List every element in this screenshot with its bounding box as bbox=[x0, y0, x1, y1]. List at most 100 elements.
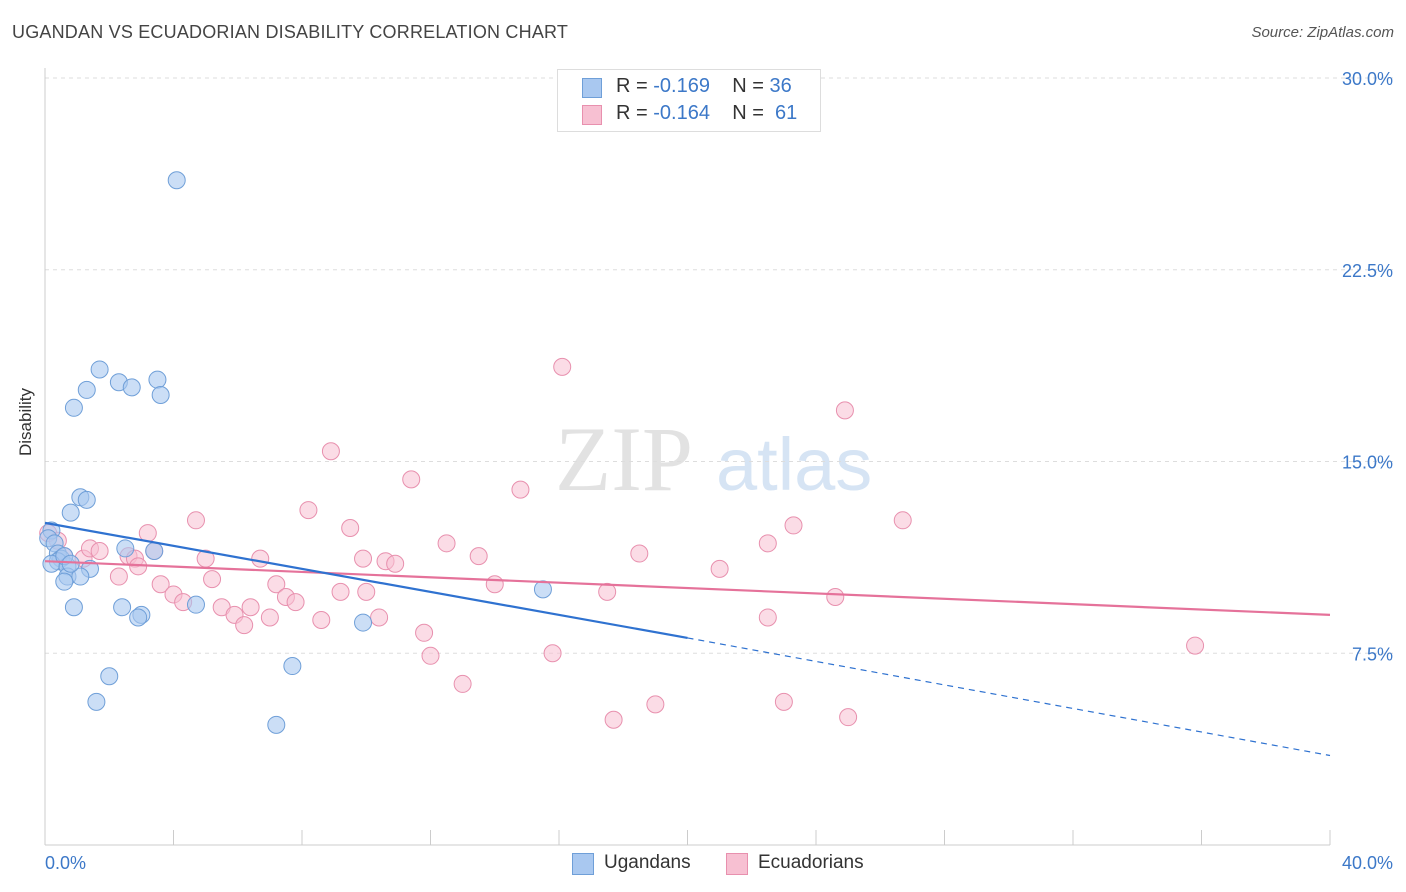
ugandans-point bbox=[151, 386, 170, 405]
ecuadorians-trend-line bbox=[44, 560, 1331, 616]
ecuadorians-point bbox=[286, 593, 305, 612]
ugandans-trend-extension bbox=[687, 637, 1331, 757]
ecuadorians-point bbox=[758, 534, 777, 553]
ecuadorians-point bbox=[151, 575, 170, 594]
ecuadorians-legend-swatch bbox=[726, 853, 748, 875]
ugandans-point bbox=[148, 370, 167, 389]
y-tick-label: 30.0% bbox=[1342, 69, 1393, 89]
ecuadorians-point bbox=[354, 549, 373, 568]
ugandans-point bbox=[354, 613, 373, 632]
ugandans-r-label: R = bbox=[616, 75, 648, 97]
ecuadorians-point bbox=[186, 511, 205, 530]
ugandans-n-label: N = bbox=[732, 75, 764, 97]
ugandans-point bbox=[122, 378, 141, 397]
ecuadorians-point bbox=[312, 611, 331, 630]
ugandans-n-value: 36 bbox=[769, 75, 792, 97]
x-tick-labels: 0.0% 40.0% bbox=[45, 853, 1393, 873]
ugandans-point bbox=[55, 572, 74, 591]
ugandans-point bbox=[90, 360, 109, 379]
ugandans-point bbox=[283, 657, 302, 676]
trend-lines bbox=[44, 521, 1331, 757]
ugandans-point bbox=[145, 541, 164, 560]
ecuadorians-point bbox=[357, 582, 376, 601]
ecuadorians-point bbox=[386, 554, 405, 573]
watermark-zip: ZIP bbox=[555, 408, 693, 510]
ecuadorians-point bbox=[646, 695, 665, 714]
ecuadorians-point bbox=[1186, 636, 1205, 655]
ugandans-point bbox=[61, 503, 80, 522]
y-tick-labels: 7.5% 15.0% 22.5% 30.0% bbox=[1342, 69, 1393, 664]
ecuadorians-point bbox=[710, 559, 729, 578]
ecuadorians-point bbox=[511, 480, 530, 499]
ecuadorians-point bbox=[235, 616, 254, 635]
x-tick-label-max: 40.0% bbox=[1342, 853, 1393, 873]
ecuadorians-legend-label: Ecuadorians bbox=[758, 852, 864, 873]
ecuadorians-point bbox=[598, 582, 617, 601]
ecuadorians-point bbox=[604, 710, 623, 729]
ugandans-r-value: -0.169 bbox=[653, 75, 710, 97]
ecuadorians-point bbox=[839, 708, 858, 727]
ecuadorians-point bbox=[109, 567, 128, 586]
axes bbox=[44, 68, 1331, 846]
ugandans-points bbox=[39, 171, 552, 734]
ecuadorians-point bbox=[370, 608, 389, 627]
ecuadorians-point bbox=[241, 598, 260, 617]
ecuadorians-r-label: R = bbox=[616, 102, 648, 124]
watermark-atlas: atlas bbox=[716, 423, 872, 506]
ecuadorians-point bbox=[630, 544, 649, 563]
chart-title: UGANDAN VS ECUADORIAN DISABILITY CORRELA… bbox=[12, 22, 569, 42]
ecuadorians-point bbox=[469, 547, 488, 566]
ecuadorians-point bbox=[553, 357, 572, 376]
ecuadorians-point bbox=[421, 646, 440, 665]
ugandans-legend-swatch bbox=[572, 853, 594, 875]
ugandans-point bbox=[71, 567, 90, 586]
y-tick-label: 15.0% bbox=[1342, 453, 1393, 473]
ecuadorians-point bbox=[485, 575, 504, 594]
ecuadorians-point bbox=[203, 570, 222, 589]
ugandans-swatch bbox=[582, 78, 602, 98]
ugandans-point bbox=[267, 715, 286, 734]
series-legend: Ugandans Ecuadorians bbox=[0, 852, 1406, 878]
x-tick-label-min: 0.0% bbox=[45, 853, 86, 873]
ugandans-point bbox=[113, 598, 132, 617]
correlation-legend: R = -0.169 N = 36 R = -0.164 N = 61 bbox=[557, 69, 821, 132]
ecuadorians-point bbox=[138, 524, 157, 543]
ecuadorians-point bbox=[543, 644, 562, 663]
ecuadorians-point bbox=[267, 575, 286, 594]
ecuadorians-point bbox=[299, 501, 318, 520]
ugandans-point bbox=[77, 490, 96, 509]
ecuadorians-point bbox=[453, 674, 472, 693]
ugandans-point bbox=[167, 171, 186, 190]
ecuadorians-point bbox=[331, 582, 350, 601]
ugandans-point bbox=[100, 667, 119, 686]
ecuadorians-point bbox=[260, 608, 279, 627]
ugandans-point bbox=[129, 608, 148, 627]
ecuadorians-point bbox=[437, 534, 456, 553]
ecuadorians-point bbox=[826, 588, 845, 607]
ecuadorians-point bbox=[784, 516, 803, 535]
ugandans-point bbox=[61, 554, 80, 573]
ecuadorians-point bbox=[402, 470, 421, 489]
ugandans-legend-label: Ugandans bbox=[604, 852, 691, 873]
ecuadorians-point bbox=[893, 511, 912, 530]
ugandans-point bbox=[87, 692, 106, 711]
ugandans-point bbox=[64, 398, 83, 417]
ecuadorians-point bbox=[90, 541, 109, 560]
ugandans-point bbox=[533, 580, 552, 599]
ecuadorians-r-value: -0.164 bbox=[653, 102, 710, 124]
ecuadorians-n-value: 61 bbox=[775, 102, 798, 124]
y-tick-label: 22.5% bbox=[1342, 261, 1393, 281]
ugandans-point bbox=[77, 380, 96, 399]
ecuadorians-point bbox=[758, 608, 777, 627]
ugandans-point bbox=[116, 539, 135, 558]
ecuadorians-point bbox=[251, 549, 270, 568]
ecuadorians-point bbox=[415, 623, 434, 642]
ecuadorians-point bbox=[321, 442, 340, 461]
ugandans-trend-line bbox=[44, 521, 688, 639]
y-tick-label: 7.5% bbox=[1352, 644, 1393, 664]
ecuadorians-point bbox=[835, 401, 854, 420]
chart-source: Source: ZipAtlas.com bbox=[1251, 24, 1394, 41]
ugandans-point bbox=[186, 595, 205, 614]
ecuadorians-point bbox=[341, 518, 360, 537]
